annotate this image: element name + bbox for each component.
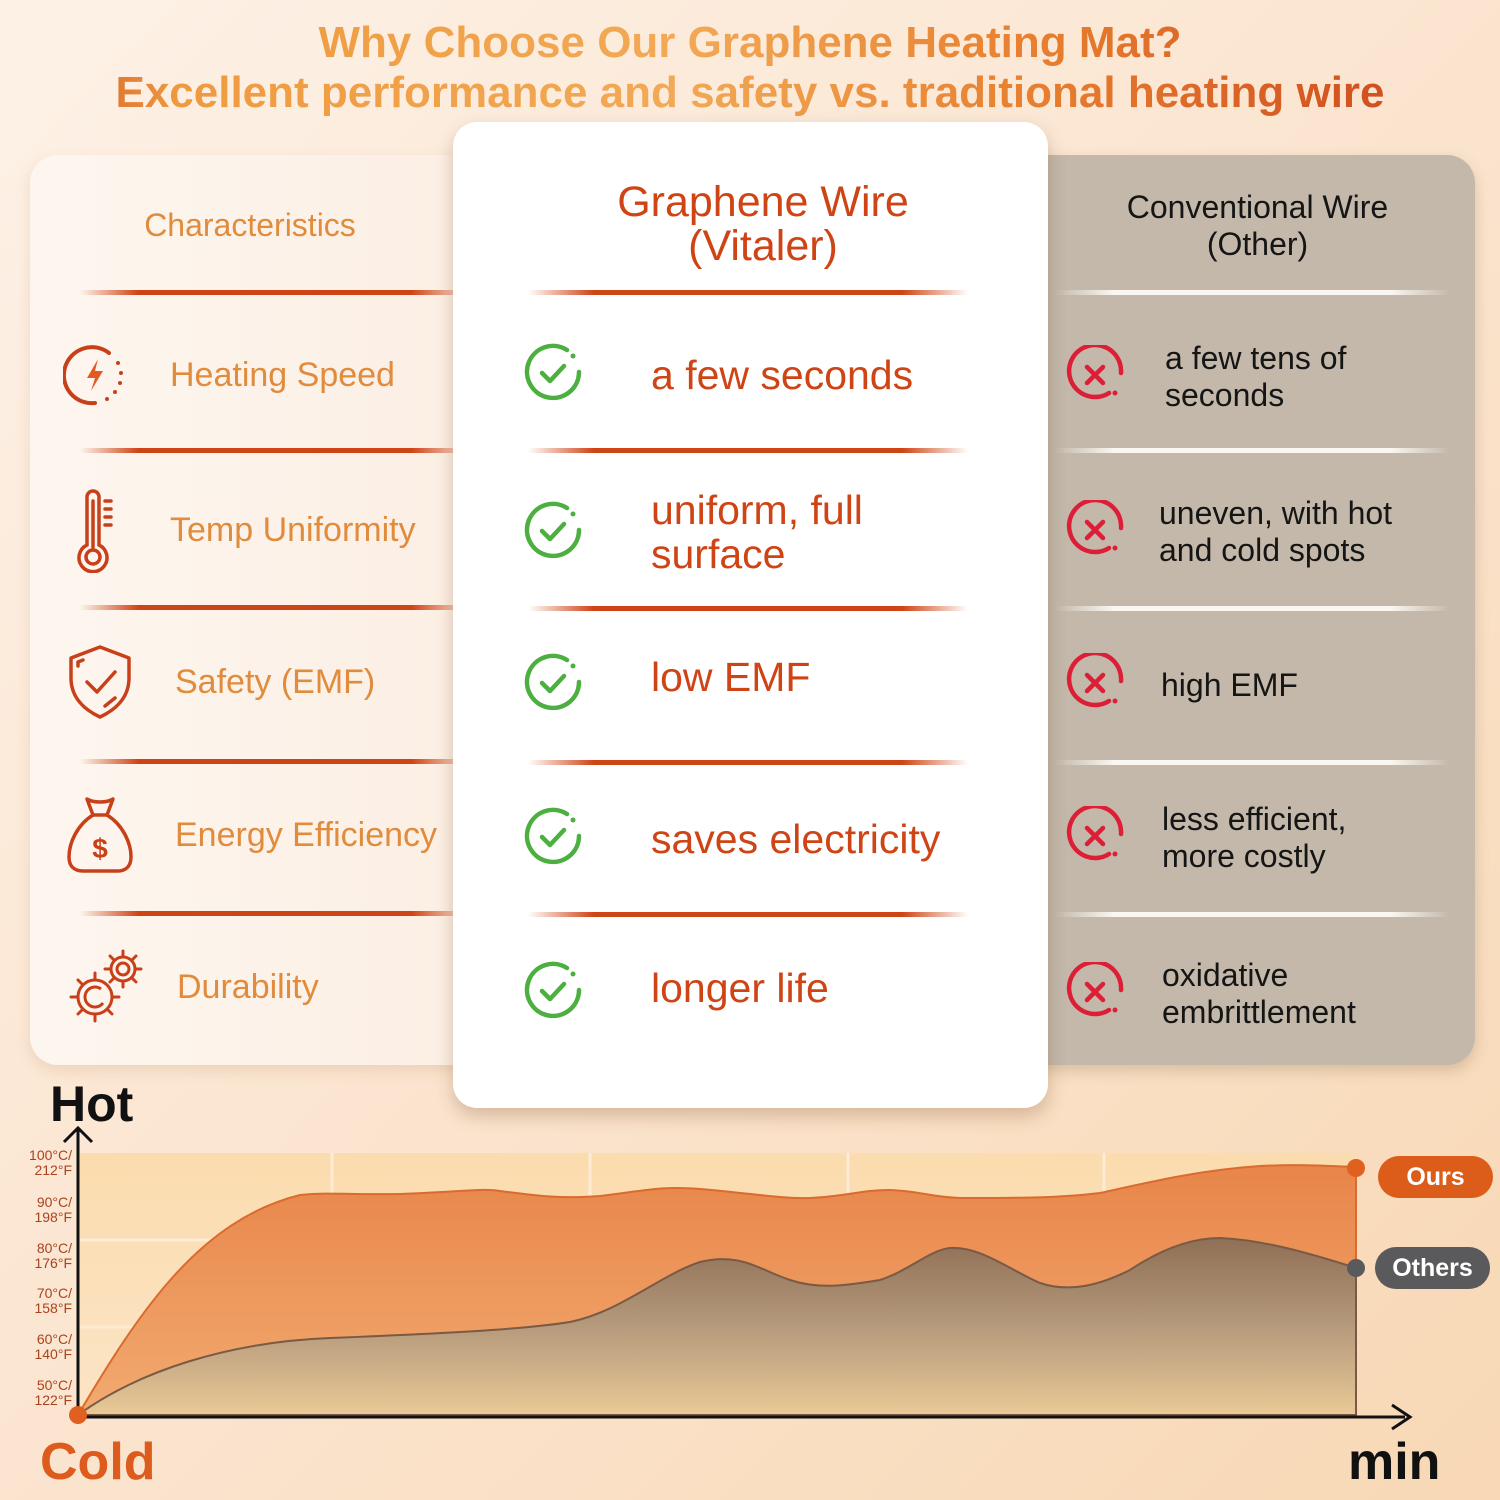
divider: [80, 605, 470, 610]
axes: [62, 1125, 1413, 1431]
series-ours-area: [76, 1164, 1357, 1416]
divider: [1055, 606, 1450, 611]
graphene-value: low EMF: [651, 653, 811, 700]
divider: [80, 911, 470, 916]
graphene-column: Graphene Wire (Vitaler) a few seconds un…: [453, 122, 1048, 1108]
ours-end-dot: [1347, 1159, 1365, 1177]
characteristics-column: Characteristics Heating Speed: [30, 155, 470, 1065]
graphene-heading: Graphene Wire (Vitaler): [453, 180, 1073, 268]
money-bag-icon: $: [65, 795, 135, 875]
characteristic-label: Energy Efficiency: [175, 815, 438, 854]
others-end-dot: [1347, 1259, 1365, 1277]
conventional-value: seconds: [1165, 377, 1285, 413]
x-circle-icon: [1065, 959, 1125, 1027]
divider: [80, 448, 470, 453]
check-circle-icon: [523, 806, 583, 871]
divider: [528, 290, 968, 295]
check-circle-icon: [523, 500, 583, 565]
characteristics-heading: Characteristics: [144, 207, 356, 243]
conventional-heading-line2: (Other): [1206, 226, 1309, 262]
series-others-area: [74, 1236, 1357, 1416]
graphene-value: surface: [651, 531, 786, 577]
legend-ours: Ours: [1378, 1156, 1493, 1198]
lightning-timer-icon: [60, 340, 130, 410]
conventional-value: and cold spots: [1159, 532, 1366, 568]
divider: [528, 448, 968, 453]
characteristic-row-temp-uniformity: Temp Uniformity: [60, 488, 416, 573]
gears-icon: [65, 947, 147, 1027]
divider: [528, 760, 968, 765]
y-tick-80: 80°C/176°F: [34, 1240, 72, 1271]
divider: [1055, 448, 1450, 453]
grid-lines: [80, 1153, 1356, 1415]
conventional-heading-line1: Conventional Wire: [1126, 189, 1389, 225]
x-circle-icon: [1065, 803, 1125, 871]
divider: [528, 912, 968, 917]
title-line-1: Why Choose Our Graphene Heating Mat?: [0, 18, 1500, 68]
legend-others: Others: [1375, 1247, 1490, 1289]
x-circle-icon: [1065, 497, 1125, 565]
characteristic-row-durability: Durability: [65, 947, 319, 1027]
characteristic-label: Temp Uniformity: [170, 511, 416, 549]
graphene-heading-line2: (Vitaler): [688, 222, 838, 270]
graphene-heading-line1: Graphene Wire: [617, 178, 909, 226]
divider: [80, 290, 470, 295]
conventional-value: oxidative: [1162, 957, 1289, 993]
plot-area: [80, 1153, 1356, 1415]
conventional-column: Conventional Wire (Other) a few tens of …: [1030, 155, 1475, 1065]
y-tick-60: 60°C/140°F: [34, 1331, 72, 1362]
y-axis-bottom-label: Cold: [40, 1433, 156, 1491]
conventional-heading: Conventional Wire (Other): [1030, 189, 1485, 263]
characteristic-row-energy: $ Energy Efficiency: [65, 795, 437, 875]
y-tick-50: 50°C/122°F: [34, 1377, 72, 1408]
check-circle-icon: [523, 652, 583, 717]
check-circle-icon: [523, 960, 583, 1025]
check-circle-icon: [523, 342, 583, 407]
graphene-row-safety: low EMF: [523, 652, 810, 717]
x-axis-label: min: [1348, 1433, 1441, 1491]
conventional-value: less efficient,: [1162, 801, 1347, 837]
divider: [80, 759, 470, 764]
characteristic-row-safety: Safety (EMF): [65, 643, 375, 721]
divider: [528, 606, 968, 611]
conventional-value: high EMF: [1161, 667, 1298, 703]
conventional-row-durability: oxidative embrittlement: [1065, 957, 1356, 1031]
y-tick-90: 90°C/198°F: [34, 1194, 72, 1225]
conventional-value: uneven, with hot: [1159, 495, 1393, 531]
divider: [1055, 912, 1450, 917]
title-line-2: Excellent performance and safety vs. tra…: [0, 68, 1500, 118]
graphene-value: a few seconds: [651, 351, 914, 398]
conventional-row-uniformity: uneven, with hot and cold spots: [1065, 495, 1392, 569]
divider: [1055, 760, 1450, 765]
characteristic-label: Durability: [177, 967, 319, 1006]
shield-check-icon: [65, 643, 135, 721]
conventional-row-safety: high EMF: [1065, 650, 1298, 718]
conventional-row-heating-speed: a few tens of seconds: [1065, 340, 1346, 414]
graphene-row-durability: longer life: [523, 960, 829, 1025]
conventional-value: a few tens of: [1165, 340, 1347, 376]
graphene-value: longer life: [651, 964, 829, 1011]
y-tick-100: 100°C/212°F: [29, 1147, 72, 1178]
thermometer-icon: [60, 488, 130, 573]
y-tick-70: 70°C/158°F: [34, 1285, 72, 1316]
graphene-row-uniformity: uniform, full surface: [523, 488, 863, 576]
characteristic-label: Safety (EMF): [175, 662, 376, 701]
graphene-row-heating-speed: a few seconds: [523, 342, 913, 407]
graphene-value: saves electricity: [651, 815, 941, 862]
conventional-row-energy: less efficient, more costly: [1065, 801, 1346, 875]
conventional-value: embrittlement: [1162, 994, 1356, 1030]
page-title: Why Choose Our Graphene Heating Mat? Exc…: [0, 18, 1500, 118]
x-circle-icon: [1065, 650, 1125, 718]
characteristic-label: Heating Speed: [170, 355, 395, 394]
characteristic-row-heating-speed: Heating Speed: [60, 340, 395, 410]
graphene-row-energy: saves electricity: [523, 806, 940, 871]
y-axis-top-label: Hot: [50, 1076, 134, 1132]
graphene-value: uniform, full: [651, 487, 863, 533]
x-circle-icon: [1065, 342, 1125, 410]
divider: [1055, 290, 1450, 295]
svg-text:$: $: [92, 833, 108, 864]
conventional-value: more costly: [1162, 838, 1326, 874]
origin-dot: [69, 1406, 87, 1424]
